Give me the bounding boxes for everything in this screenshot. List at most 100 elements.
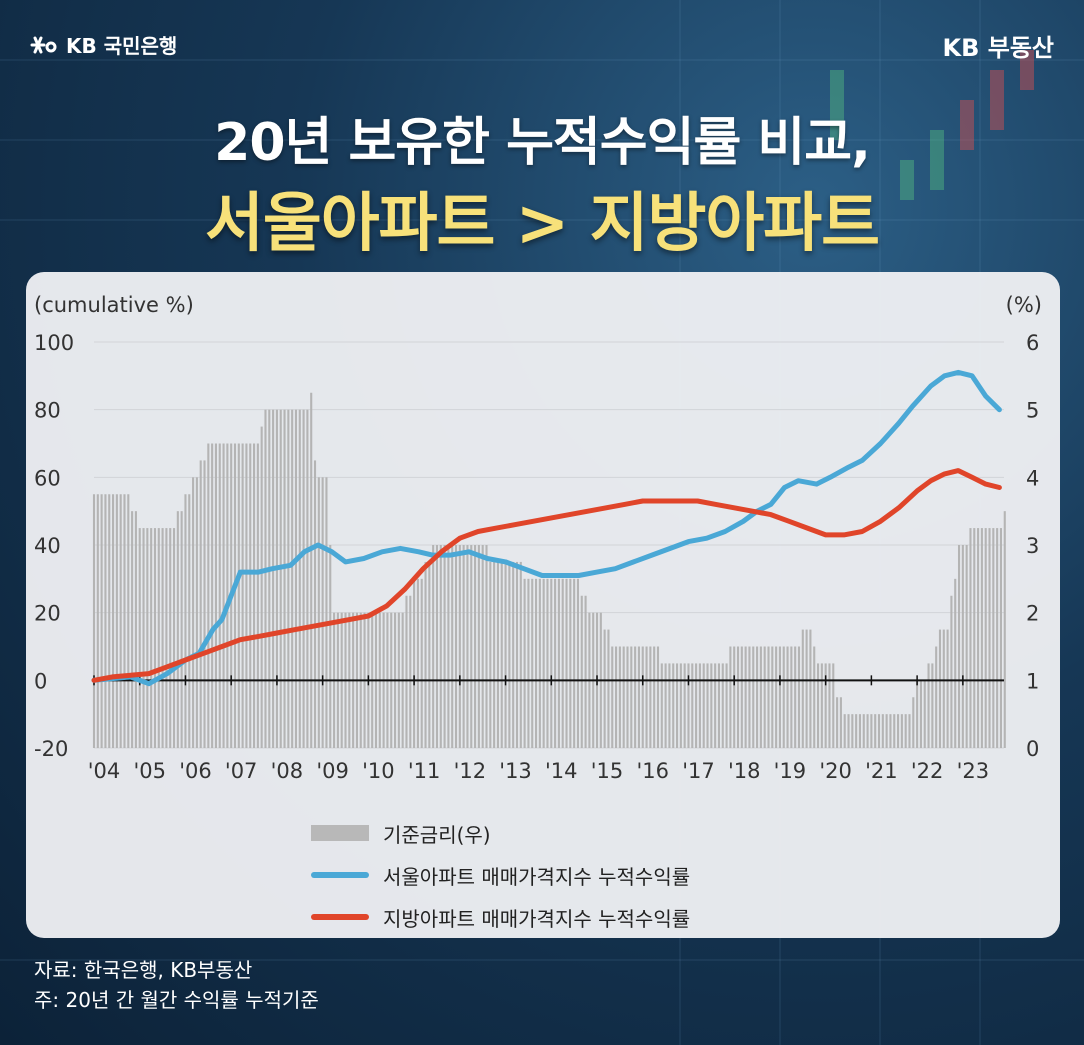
rate-bar xyxy=(740,646,743,748)
zero-line xyxy=(93,675,1004,686)
rate-bar xyxy=(615,646,618,748)
logo-left-text: KB 국민은행 xyxy=(66,34,178,58)
y-tick-label-left: 100 xyxy=(34,331,74,355)
rate-bar xyxy=(698,663,701,748)
rate-bar xyxy=(710,663,713,748)
rate-bar xyxy=(203,460,206,748)
rate-bar xyxy=(813,646,816,748)
rate-bar xyxy=(192,477,195,748)
rate-bar xyxy=(744,646,747,748)
rate-bar xyxy=(416,578,419,748)
rate-bar xyxy=(321,477,324,748)
rate-bar xyxy=(195,477,198,748)
rate-bar xyxy=(275,409,278,748)
rate-bar xyxy=(474,545,477,748)
rate-bar xyxy=(439,545,442,748)
rate-bar xyxy=(188,494,191,748)
rate-bar xyxy=(443,545,446,748)
rate-bar xyxy=(782,646,785,748)
legend: 기준금리(우) 서울아파트 매매가격지수 누적수익률 지방아파트 매매가격지수 … xyxy=(311,812,690,938)
rate-bar xyxy=(325,477,328,748)
rate-bar xyxy=(554,578,557,748)
rate-bar xyxy=(531,578,534,748)
rate-bar xyxy=(622,646,625,748)
rate-bar xyxy=(1003,511,1006,748)
rate-bar xyxy=(100,494,103,748)
rate-bar xyxy=(897,714,900,748)
rate-bar xyxy=(428,561,431,748)
rate-bar xyxy=(790,646,793,748)
rate-bar xyxy=(485,545,488,748)
rate-bar xyxy=(241,443,244,748)
rate-bar xyxy=(828,663,831,748)
rate-bar xyxy=(489,561,492,748)
rate-bar xyxy=(580,595,583,748)
rate-bar xyxy=(96,494,99,748)
rate-bar xyxy=(607,629,610,748)
rate-bar xyxy=(931,663,934,748)
rate-bar xyxy=(153,528,157,748)
axis-labels: (cumulative %) (%) 100 80 60 40 20 0 -20 6 5 4 3 2 1 0 '… xyxy=(34,293,1042,783)
rate-bar xyxy=(759,646,762,748)
rate-bar xyxy=(843,714,846,748)
rate-bar xyxy=(119,494,122,748)
rate-bar xyxy=(683,663,686,748)
x-tick-label: '08 xyxy=(271,759,304,783)
kb-realestate-logo: KB 부동산 xyxy=(942,34,1055,62)
rate-bar xyxy=(634,646,637,748)
rate-bar xyxy=(112,494,115,748)
rate-bar xyxy=(565,578,568,748)
rate-bar xyxy=(172,528,176,748)
rate-bar xyxy=(138,528,141,748)
rate-bar xyxy=(264,409,267,748)
rate-bar xyxy=(176,511,179,748)
x-tick-label: '20 xyxy=(819,759,852,783)
rate-bar xyxy=(733,646,736,748)
rate-bar xyxy=(668,663,671,748)
x-tick-label: '06 xyxy=(179,759,212,783)
rate-bar xyxy=(717,663,721,748)
rate-bar xyxy=(771,646,774,748)
rate-bar xyxy=(454,545,458,748)
x-tick-label: '13 xyxy=(499,759,532,783)
source-text: 자료: 한국은행, KB부동산 xyxy=(34,958,253,982)
rate-bar xyxy=(493,561,496,748)
footnote-text: 주: 20년 간 월간 수익률 누적기준 xyxy=(34,988,319,1012)
x-tick-label: '05 xyxy=(133,759,166,783)
x-tick-label: '09 xyxy=(316,759,349,783)
rate-bar xyxy=(218,443,221,748)
rate-bar xyxy=(767,646,770,748)
rate-bar xyxy=(809,629,812,748)
rate-bar xyxy=(127,494,130,748)
rate-bar xyxy=(645,646,648,748)
rate-bar xyxy=(180,511,183,748)
rate-bar xyxy=(313,460,317,748)
rate-bar xyxy=(801,629,804,748)
rate-bar xyxy=(435,545,439,748)
rate-bar xyxy=(866,714,869,748)
candlestick-decoration xyxy=(960,50,1034,150)
rate-bar xyxy=(576,578,580,748)
y-tick-label-right: 6 xyxy=(1026,331,1039,355)
rate-bar xyxy=(988,528,991,748)
rate-bar xyxy=(900,714,903,748)
rate-bar xyxy=(706,663,709,748)
rate-bar xyxy=(862,714,865,748)
rate-bar xyxy=(561,578,564,748)
legend-item-seoul: 서울아파트 매매가격지수 누적수익률 xyxy=(311,854,690,896)
rate-bar xyxy=(847,714,850,748)
rate-bar xyxy=(466,545,469,748)
rate-bar xyxy=(999,528,1002,748)
rate-bar xyxy=(268,409,271,748)
kb-kookmin-logo: KB 국민은행 xyxy=(28,30,177,59)
rate-bar xyxy=(508,561,511,748)
y-tick-label-right: 2 xyxy=(1026,602,1039,626)
rate-bar xyxy=(637,646,640,748)
rate-bar xyxy=(157,528,160,748)
x-tick-label: '12 xyxy=(454,759,487,783)
rate-bar xyxy=(805,629,808,748)
rate-bar xyxy=(904,714,907,748)
y-tick-label-right: 5 xyxy=(1026,399,1039,423)
rate-bar xyxy=(287,409,290,748)
rate-bar xyxy=(977,528,980,748)
